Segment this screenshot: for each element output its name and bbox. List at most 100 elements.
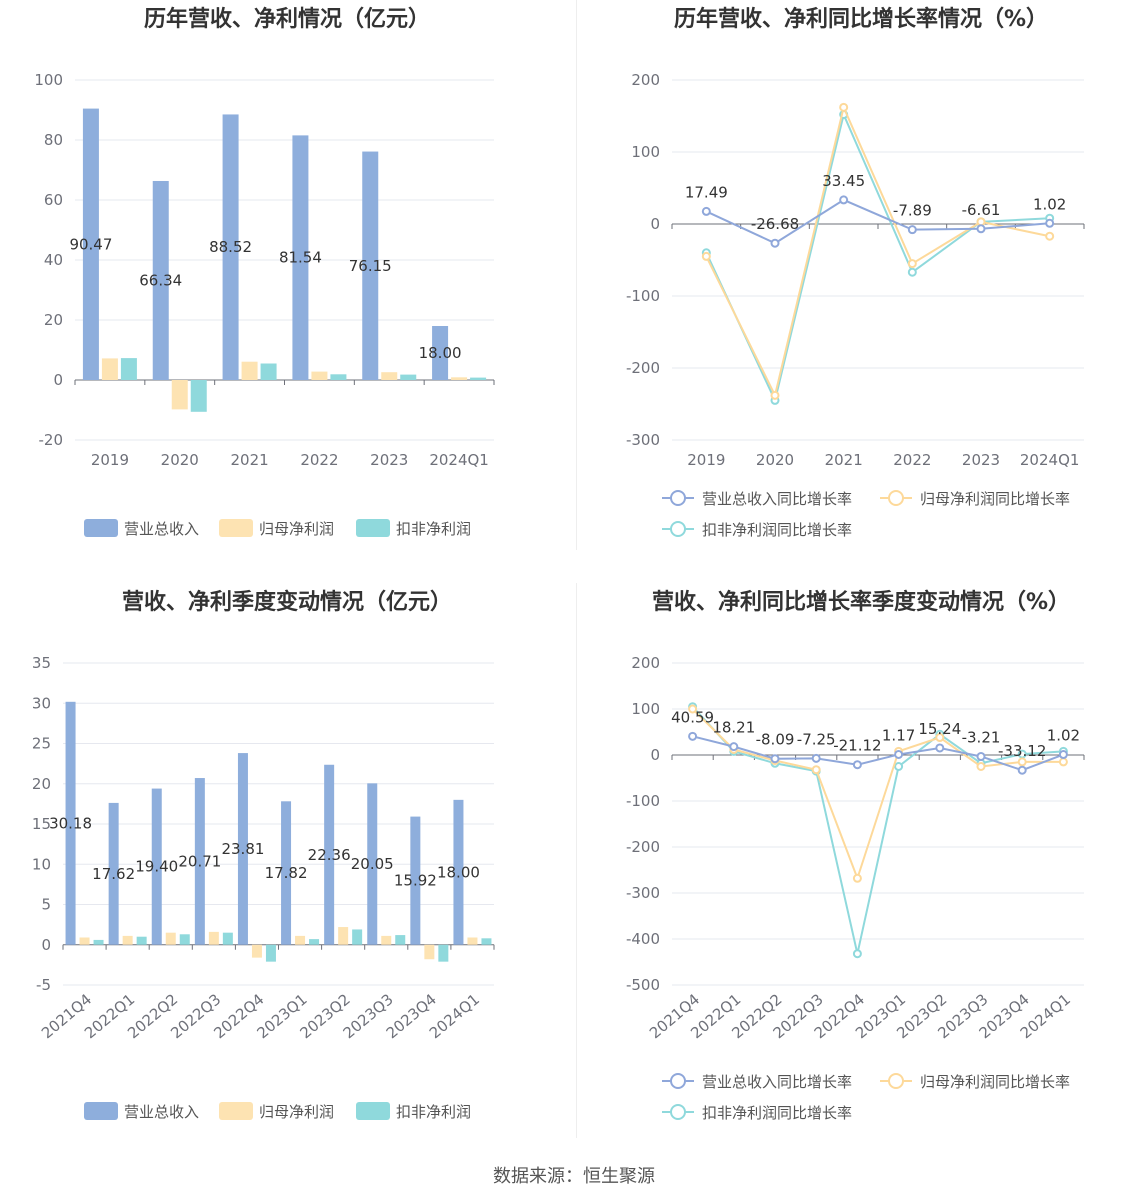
legend-marker [888, 1073, 904, 1089]
series-point [1017, 757, 1027, 767]
divider-bottom [576, 583, 577, 1138]
chart-title: 营收、净利季度变动情况（亿元） [122, 589, 452, 615]
y-tick-label: 35 [32, 654, 51, 672]
point-value-label: 15.24 [918, 720, 961, 738]
y-tick-label: 20 [32, 775, 51, 793]
legend-label: 归母净利润同比增长率 [920, 1073, 1070, 1091]
point-value-label: -7.89 [893, 202, 932, 220]
bar [260, 363, 277, 380]
y-tick-label: 5 [41, 896, 51, 914]
bar [367, 783, 378, 945]
point-value-label: -33.12 [998, 742, 1046, 760]
point-value-label: -21.12 [833, 737, 881, 755]
bar [362, 151, 379, 380]
series-point [839, 195, 849, 205]
legend-label: 扣非净利润同比增长率 [702, 521, 852, 539]
series-point [701, 206, 711, 216]
annual-growth-rate-svg: 历年营收、净利同比增长率情况（%） -300 -200 -100 0 100 200 2019… [626, 6, 1085, 539]
y-tick-label: 100 [34, 71, 63, 89]
bar-value-label: 76.15 [349, 257, 392, 275]
bar [309, 939, 320, 945]
point-value-label: 33.45 [822, 172, 865, 190]
bar [292, 135, 309, 380]
series-point [907, 267, 917, 277]
bar-value-label: 30.18 [49, 814, 92, 832]
series-point [701, 251, 711, 261]
annual-revenue-profit-svg: 历年营收、净利情况（亿元） -20 0 20 40 60 80 100 2019 2020 2021… [34, 6, 495, 538]
legend-label: 扣非净利润 [396, 520, 471, 538]
series-line [692, 735, 1064, 772]
point-value-label: -26.68 [751, 215, 799, 233]
bar-value-label: 88.52 [209, 238, 252, 256]
series-point [729, 742, 739, 752]
x-tick-label: 2024Q1 [1020, 451, 1080, 469]
bar [470, 377, 487, 380]
bar [179, 934, 190, 945]
point-value-label: 18.21 [712, 719, 755, 737]
bar [395, 935, 406, 945]
bar [338, 927, 349, 945]
quarterly-growth-rate-svg: 营收、净利同比增长率季度变动情况（%） -500 -400 -300 -200 -100 0… [626, 589, 1085, 1122]
series-line [705, 111, 1050, 404]
x-tick-label: 2023 [370, 451, 408, 469]
legend-label: 归母净利润 [259, 1103, 334, 1121]
series-point [907, 259, 917, 269]
legend-label: 归母净利润 [259, 520, 334, 538]
y-tick-label: 30 [32, 694, 51, 712]
y-tick-label: 0 [53, 371, 63, 389]
series-point [811, 765, 821, 775]
y-tick-label: 200 [631, 654, 660, 672]
bar-value-label: 17.62 [92, 865, 135, 883]
data-source: 数据来源：恒生聚源 [493, 1166, 655, 1187]
series-point [852, 760, 862, 770]
point-value-label: 1.17 [882, 726, 915, 744]
point-value-label: -3.21 [962, 728, 1001, 746]
bar [93, 939, 104, 945]
quarterly-revenue-profit-svg: 营收、净利季度变动情况（亿元）-5051015202530352021Q4202… [32, 589, 495, 1121]
chart-title: 营收、净利同比增长率季度变动情况（%） [652, 589, 1070, 615]
series-point [907, 225, 917, 235]
x-tick-label: 2023 [962, 451, 1000, 469]
bar [108, 802, 119, 945]
bar [122, 935, 133, 945]
point-value-label: 40.59 [671, 708, 714, 726]
legend-label: 扣非净利润同比增长率 [702, 1104, 852, 1122]
bar-value-label: 20.05 [351, 855, 394, 873]
bar [311, 371, 328, 380]
bar [324, 764, 335, 945]
series-point [894, 762, 904, 771]
x-tick-label: 2019 [91, 451, 129, 469]
bar [82, 108, 99, 380]
legend-label: 营业总收入 [124, 520, 199, 538]
bar-value-label: 22.36 [308, 846, 351, 864]
y-tick-label: -400 [626, 930, 660, 948]
y-tick-label: 0 [650, 746, 660, 764]
bar [265, 944, 276, 962]
quarterly-revenue-profit-chart: 营收、净利季度变动情况（亿元） -5 0 5 10 15 20 25 30 35 2021Q4 202… [0, 583, 574, 1163]
bar [410, 816, 421, 945]
y-tick-label: 80 [44, 131, 63, 149]
y-tick-label: -100 [626, 792, 660, 810]
bar [65, 701, 76, 945]
bar [222, 114, 239, 380]
bar [352, 929, 363, 945]
bar [481, 938, 492, 945]
legend-marker [670, 1104, 686, 1120]
y-tick-label: -200 [626, 359, 660, 377]
y-tick-label: -300 [626, 431, 660, 449]
bar [241, 361, 258, 380]
x-tick-label: 2022 [300, 451, 338, 469]
bar-value-label: 19.40 [135, 858, 178, 876]
bar-value-label: 18.00 [437, 863, 480, 881]
y-tick-label: -300 [626, 884, 660, 902]
point-value-label: 1.02 [1033, 195, 1066, 213]
legend-label: 营业总收入同比增长率 [702, 1073, 852, 1091]
y-tick-label: 10 [32, 855, 51, 873]
legend-label: 归母净利润同比增长率 [920, 490, 1070, 508]
bar [381, 935, 392, 945]
series-point [976, 751, 986, 761]
y-tick-label: -100 [626, 287, 660, 305]
bar [381, 372, 398, 380]
bar-value-label: 15.92 [394, 872, 437, 890]
series-point [976, 762, 986, 771]
